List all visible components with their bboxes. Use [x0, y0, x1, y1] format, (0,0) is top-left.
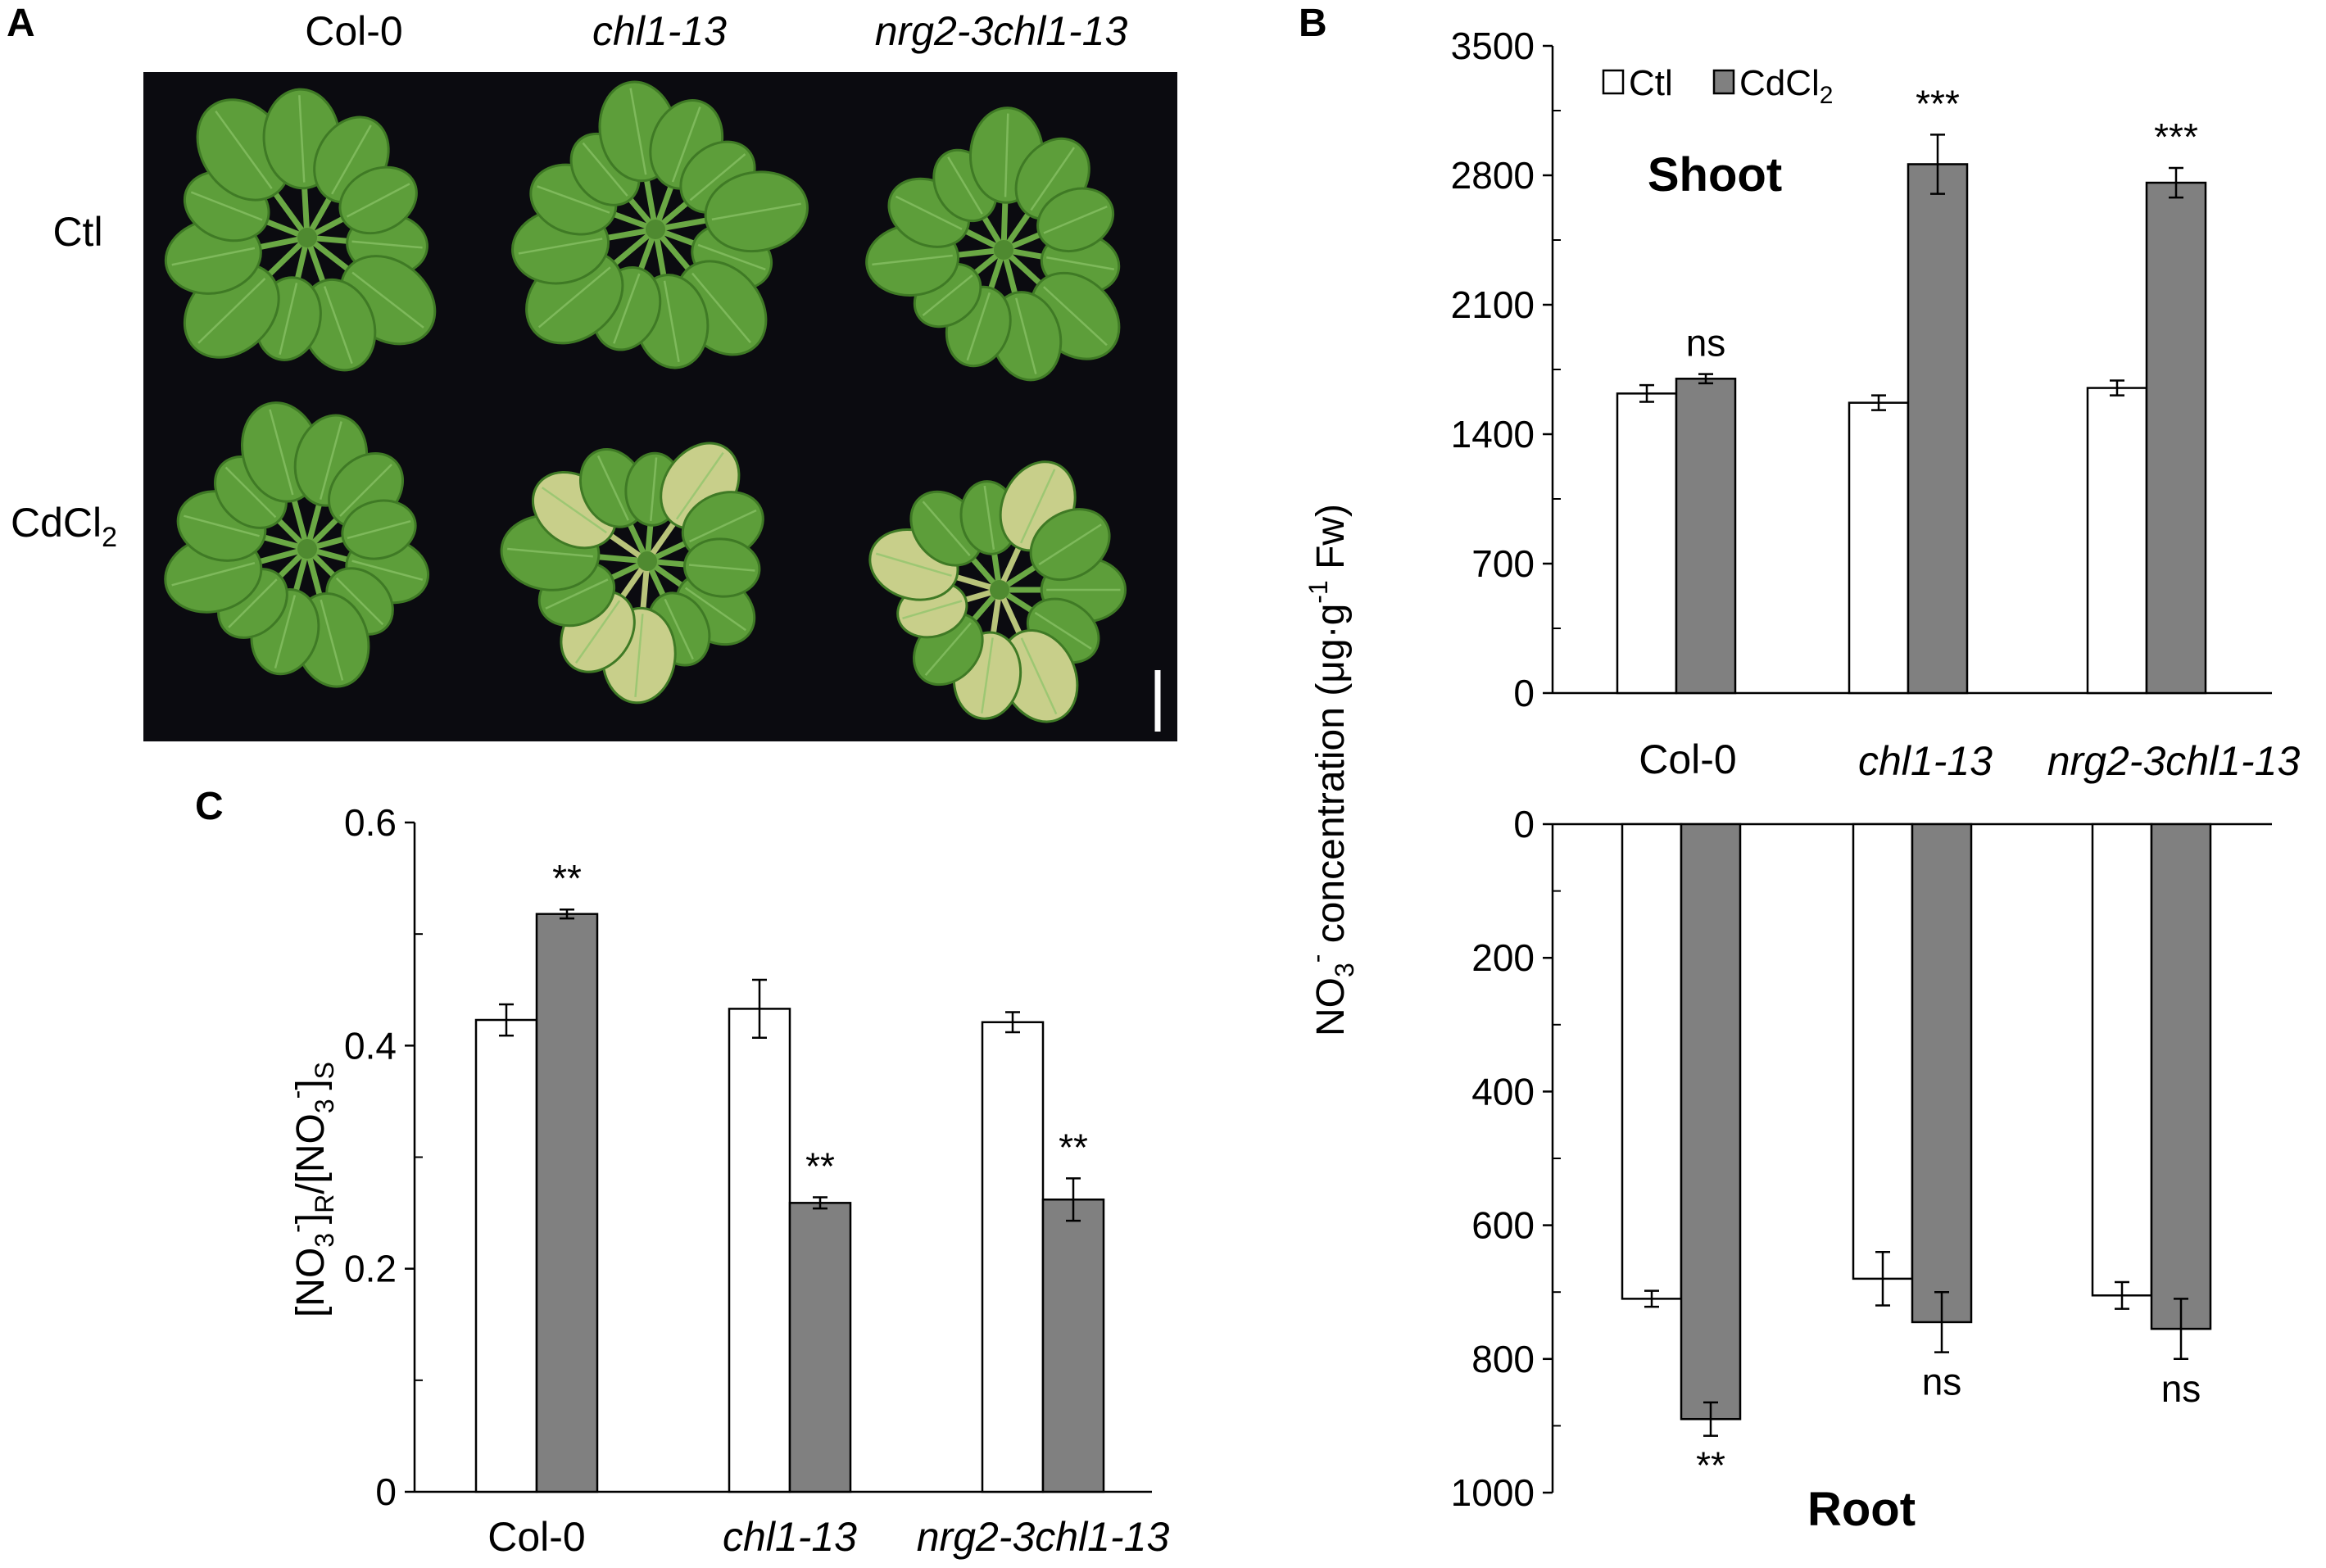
category-label-chl1-13: chl1-13 — [1858, 738, 1993, 784]
root-bar-chl1-13-cdcl2 — [1911, 823, 1973, 1324]
ratio-bar-nrg2-3chl1-13-cdcl2 — [1041, 1198, 1105, 1493]
ratio-error-bar-col-0-ctl — [499, 1003, 514, 1037]
shoot-chart: Shoot Ctl CdCl2 0 700 1400 2100 2800 3500 ns **… — [1451, 25, 2272, 714]
shoot-tick-label: 0 — [1513, 672, 1535, 714]
ratio-tick-label: 0.4 — [344, 1024, 397, 1067]
shoot-bar-col-0-cdcl2 — [1675, 378, 1737, 695]
root-bar-chl1-13-ctl — [1852, 823, 1914, 1280]
ratio-error-bar-col-0-cdcl2 — [560, 908, 574, 920]
shoot-error-bar-chl1-13-cdcl2 — [1930, 134, 1945, 195]
shoot-tick-label: 700 — [1471, 542, 1535, 585]
root-tick-label: 400 — [1471, 1070, 1535, 1113]
ratio-error-bar-nrg2-3chl1-13-ctl — [1005, 1011, 1020, 1034]
root-chart-title: Root — [1807, 1483, 1916, 1536]
legend-label-ctl: Ctl — [1629, 63, 1673, 103]
shoot-error-bar-nrg2-3chl1-13-ctl — [2110, 379, 2124, 397]
ratio-annotation-nrg2-3chl1-13: ** — [1059, 1126, 1088, 1168]
shoot-bar-chl1-13-ctl — [1848, 401, 1910, 695]
legend-swatch-cdcl2 — [1712, 69, 1735, 95]
shoot-tick-label: 1400 — [1451, 413, 1535, 455]
shoot-error-bar-col-0-cdcl2 — [1698, 373, 1713, 385]
shoot-tick-label: 3500 — [1451, 25, 1535, 67]
root-tick-label: 800 — [1471, 1338, 1535, 1380]
root-annotation-col-0: ** — [1696, 1444, 1725, 1487]
root-bar-col-0-cdcl2 — [1680, 823, 1742, 1421]
ratio-tick-label: 0.2 — [344, 1248, 397, 1290]
ratio-chart: 0 0.2 0.4 0.6 ** Col-0 ** chl1-13 ** nrg2-3chl1-1… — [344, 801, 1169, 1560]
legend: Ctl CdCl2 — [1602, 63, 1833, 109]
ratio-tick-label: 0 — [375, 1471, 397, 1513]
ratio-bar-nrg2-3chl1-13-ctl — [981, 1021, 1045, 1493]
ratio-bar-chl1-13-cdcl2 — [788, 1202, 852, 1493]
shoot-bar-nrg2-3chl1-13-ctl — [2086, 387, 2148, 695]
shoot-annotation-nrg2-3chl1-13: *** — [2154, 116, 2198, 158]
ratio-bar-chl1-13-ctl — [728, 1008, 791, 1493]
panel-a-col-label-nrg2-3chl1-13: nrg2-3chl1-13 — [875, 8, 1128, 54]
panel-a-col-label-col0: Col-0 — [305, 8, 402, 54]
root-bar-col-0-ctl — [1621, 823, 1683, 1300]
root-tick-label: 200 — [1471, 936, 1535, 979]
shoot-bar-col-0-ctl — [1616, 392, 1678, 695]
genotype-labels: Col-0 chl1-13 nrg2-3chl1-13 — [1639, 736, 2300, 784]
category-label-nrg2-3chl1-13: nrg2-3chl1-13 — [2047, 738, 2301, 784]
shoot-error-bar-nrg2-3chl1-13-cdcl2 — [2169, 166, 2183, 199]
rosette-plant — [164, 401, 430, 688]
ratio-tick-label: 0.6 — [344, 801, 397, 844]
panel-b-letter: B — [1299, 2, 1327, 45]
ratio-y-axis-title: [NO3-]R/[NO3-]S — [282, 1062, 339, 1317]
legend-swatch-ctl — [1602, 69, 1625, 95]
ratio-error-bar-nrg2-3chl1-13-cdcl2 — [1066, 1177, 1081, 1222]
ratio-bar-col-0-ctl — [474, 1018, 538, 1493]
shoot-error-bar-chl1-13-ctl — [1871, 394, 1886, 411]
rosette-plant — [511, 80, 809, 369]
root-error-bar-chl1-13-cdcl2 — [1934, 1290, 1949, 1353]
root-annotation-nrg2-3chl1-13: ns — [2161, 1367, 2201, 1410]
shoot-error-bar-col-0-ctl — [1639, 383, 1654, 403]
root-tick-label: 600 — [1471, 1204, 1535, 1247]
panel-c-letter: C — [195, 785, 224, 828]
rosette-plant — [500, 442, 764, 705]
shoot-bar-nrg2-3chl1-13-cdcl2 — [2145, 181, 2207, 695]
shoot-chart-title: Shoot — [1648, 148, 1782, 202]
panel-a-row-label-cdcl2: CdCl2 — [11, 500, 117, 553]
ratio-error-bar-chl1-13-cdcl2 — [813, 1196, 827, 1210]
panel-a: A Col-0 chl1-13 nrg2-3chl1-13 Ctl CdCl2 — [7, 2, 1177, 741]
root-bar-nrg2-3chl1-13-cdcl2 — [2150, 823, 2212, 1330]
ratio-category-label-chl1-13: chl1-13 — [723, 1514, 857, 1560]
rosette-photos — [164, 80, 1127, 723]
root-error-bar-col-0-cdcl2 — [1703, 1401, 1718, 1437]
root-error-bar-nrg2-3chl1-13-ctl — [2115, 1280, 2129, 1310]
root-error-bar-chl1-13-ctl — [1875, 1250, 1890, 1307]
panel-c: C 0 0.2 0.4 0.6 ** Col-0 ** chl1-13 ** nrg2-3chl1… — [195, 785, 1169, 1560]
ratio-category-label-nrg2-3chl1-13: nrg2-3chl1-13 — [917, 1514, 1170, 1560]
rosette-plant — [868, 460, 1127, 723]
ratio-bar-col-0-cdcl2 — [535, 913, 599, 1493]
root-annotation-chl1-13: ns — [1922, 1361, 1962, 1403]
panel-a-letter: A — [7, 2, 35, 45]
root-tick-label: 1000 — [1451, 1471, 1535, 1514]
shoot-bar-chl1-13-cdcl2 — [1907, 163, 1969, 695]
root-error-bar-nrg2-3chl1-13-cdcl2 — [2174, 1298, 2188, 1361]
root-tick-label: 0 — [1513, 803, 1535, 845]
root-error-bar-col-0-ctl — [1644, 1289, 1659, 1308]
ratio-error-bar-chl1-13-ctl — [752, 978, 767, 1040]
root-bar-nrg2-3chl1-13-ctl — [2091, 823, 2153, 1297]
shoot-annotation-chl1-13: *** — [1916, 82, 1960, 125]
shoot-annotation-col-0: ns — [1686, 322, 1726, 365]
shoot-tick-label: 2800 — [1451, 154, 1535, 197]
category-label-col0: Col-0 — [1639, 736, 1736, 782]
panel-a-row-label-ctl: Ctl — [52, 209, 102, 255]
panel-b: B Shoot Ctl CdCl2 0 700 1400 2100 2800 3500 ns… — [1299, 2, 2300, 1536]
ratio-category-label-col-0: Col-0 — [487, 1514, 585, 1560]
legend-label-cdcl2: CdCl2 — [1739, 63, 1833, 109]
rosette-plant — [865, 106, 1121, 382]
ratio-annotation-col-0: ** — [552, 857, 582, 900]
shoot-tick-label: 2100 — [1451, 283, 1535, 326]
rosette-plant — [164, 88, 437, 372]
root-chart: Root 0 200 400 600 800 1000 ** ns ns — [1451, 803, 2272, 1536]
panel-a-col-label-chl1-13: chl1-13 — [592, 8, 727, 54]
ratio-annotation-chl1-13: ** — [805, 1145, 835, 1188]
shared-y-axis-title: NO3- concentration (μg·g-1 Fw) — [1302, 504, 1359, 1036]
